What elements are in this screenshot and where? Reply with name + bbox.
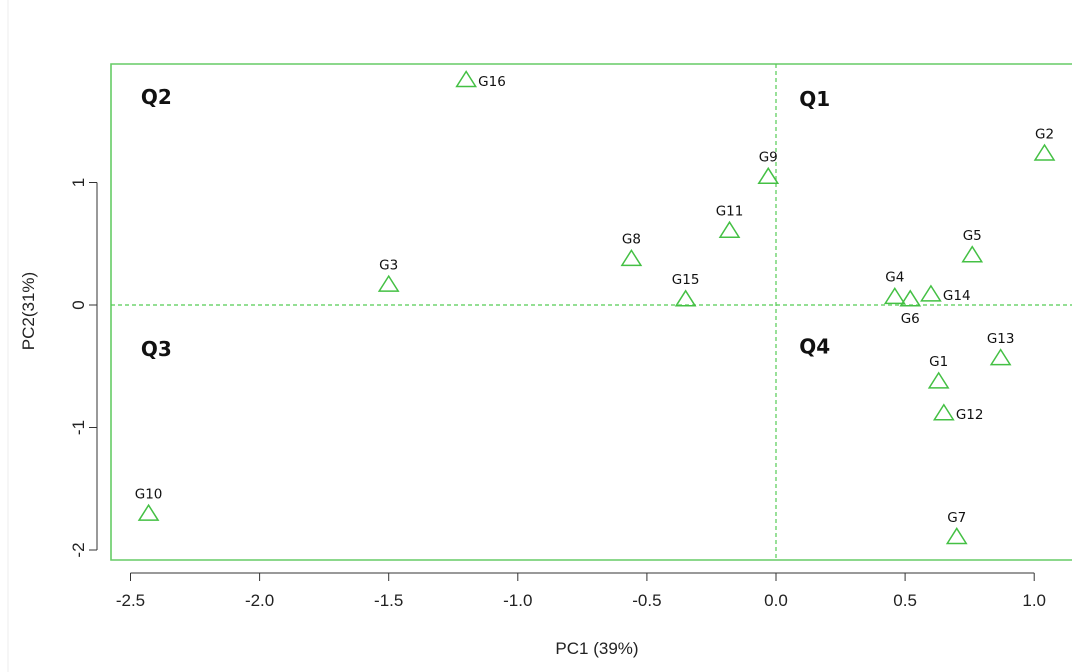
x-tick-label: -2.5 bbox=[116, 591, 145, 610]
point-g11 bbox=[718, 220, 741, 238]
point-labels: G1 G2 G3 G4 G5 G6 G7 G8 G9 G10 G11 G12 G13 G14 G15 G16 bbox=[135, 74, 1054, 526]
x-tick-label: -1.5 bbox=[374, 591, 403, 610]
quadrant-label-q1: Q1 bbox=[799, 87, 830, 111]
point-g3 bbox=[377, 274, 400, 292]
x-tick-label: 1.0 bbox=[1022, 591, 1046, 610]
point-label-g7: G7 bbox=[947, 510, 966, 526]
point-label-g5: G5 bbox=[963, 228, 982, 244]
point-label-g10: G10 bbox=[135, 486, 163, 502]
point-label-g2: G2 bbox=[1035, 126, 1054, 142]
point-g2 bbox=[1033, 143, 1056, 161]
point-label-g16: G16 bbox=[478, 74, 506, 90]
reference-lines bbox=[111, 64, 1072, 560]
x-tick-label: -2.0 bbox=[245, 591, 274, 610]
quadrant-label-q2: Q2 bbox=[141, 85, 172, 109]
y-tick-label: 0 bbox=[69, 300, 88, 309]
plot-border bbox=[110, 63, 1072, 561]
y-axis: -2 -1 0 1 bbox=[69, 178, 98, 558]
point-g7 bbox=[945, 527, 968, 545]
point-label-g6: G6 bbox=[901, 311, 920, 327]
point-g5 bbox=[961, 245, 984, 263]
y-axis-title: PC2(31%) bbox=[19, 272, 38, 350]
point-label-g4: G4 bbox=[885, 270, 904, 286]
point-g10 bbox=[137, 503, 160, 521]
point-label-g15: G15 bbox=[672, 272, 700, 288]
quadrant-labels: Q1 Q2 Q3 Q4 bbox=[141, 85, 830, 361]
x-axis-title: PC1 (39%) bbox=[555, 639, 638, 658]
point-g6 bbox=[899, 289, 922, 307]
point-g4 bbox=[883, 286, 906, 305]
point-g12 bbox=[932, 403, 955, 421]
point-g8 bbox=[620, 248, 643, 267]
point-label-g14: G14 bbox=[943, 288, 971, 304]
plot-frame bbox=[110, 63, 1072, 561]
point-label-g13: G13 bbox=[987, 331, 1015, 347]
y-tick-label: -2 bbox=[69, 542, 88, 557]
x-tick-label: 0.5 bbox=[893, 591, 917, 610]
x-axis: -2.5 -2.0 -1.5 -1.0 -0.5 0.0 0.5 1.0 bbox=[116, 572, 1046, 610]
data-points bbox=[137, 70, 1056, 545]
quadrant-label-q4: Q4 bbox=[799, 335, 830, 359]
point-label-g11: G11 bbox=[716, 204, 744, 220]
quadrant-label-q3: Q3 bbox=[141, 337, 172, 361]
point-label-g12: G12 bbox=[956, 407, 984, 423]
point-label-g9: G9 bbox=[759, 150, 778, 166]
point-label-g1: G1 bbox=[929, 354, 948, 370]
x-tick-label: -0.5 bbox=[632, 591, 661, 610]
point-g16 bbox=[455, 70, 478, 88]
point-g15 bbox=[674, 289, 697, 307]
x-tick-label: 0.0 bbox=[764, 591, 788, 610]
point-g9 bbox=[757, 166, 780, 185]
x-tick-label: -1.0 bbox=[503, 591, 532, 610]
y-tick-label: 1 bbox=[69, 178, 88, 187]
point-g1 bbox=[927, 371, 950, 389]
point-g14 bbox=[920, 284, 942, 302]
y-tick-label: -1 bbox=[69, 420, 88, 435]
point-label-g3: G3 bbox=[379, 257, 398, 273]
point-g13 bbox=[989, 348, 1012, 366]
point-label-g8: G8 bbox=[622, 232, 641, 248]
